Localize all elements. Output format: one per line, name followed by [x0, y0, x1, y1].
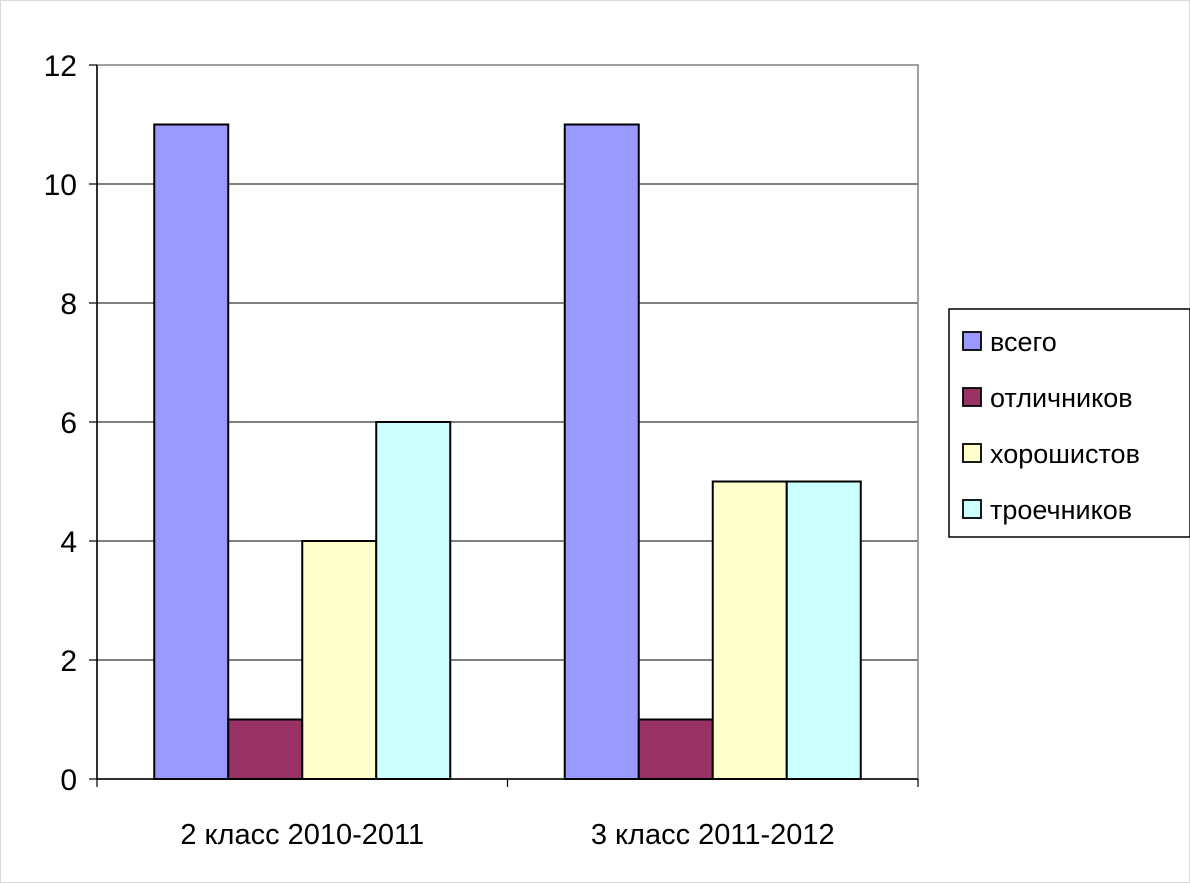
- bar: [153, 123, 230, 780]
- legend-box: [948, 308, 1190, 538]
- y-tick-label: 8: [60, 288, 77, 321]
- y-tick-label: 12: [44, 50, 77, 83]
- bars: [153, 123, 862, 780]
- legend-swatch: [962, 499, 982, 519]
- y-tick-label: 4: [60, 526, 77, 559]
- legend: всего отличников хорошистов троечников: [948, 308, 1190, 538]
- y-tick-label: 10: [44, 169, 77, 202]
- legend-label: троечников: [990, 495, 1132, 525]
- bar: [711, 480, 788, 780]
- y-axis-tick-labels: 0 2 4 6 8 10 12: [44, 50, 77, 797]
- bar: [785, 480, 862, 780]
- bar: [637, 718, 714, 780]
- x-axis-category-labels: 2 класс 2010-2011 3 класс 2011-2012: [180, 819, 834, 851]
- y-tick-label: 2: [60, 645, 77, 678]
- bar: [227, 718, 304, 780]
- bar: [563, 123, 640, 780]
- bar: [375, 421, 452, 780]
- y-tick-label: 0: [60, 764, 77, 797]
- legend-swatch: [962, 387, 982, 407]
- x-category-label: 3 класс 2011-2012: [591, 819, 835, 851]
- legend-label: всего: [990, 327, 1057, 357]
- y-tick-label: 6: [60, 407, 77, 440]
- bar: [301, 540, 378, 780]
- legend-swatch: [962, 331, 982, 351]
- x-category-label: 2 класс 2010-2011: [180, 819, 424, 851]
- legend-swatch: [962, 443, 982, 463]
- axes: [89, 64, 919, 787]
- legend-label: хорошистов: [990, 439, 1140, 469]
- legend-label: отличников: [990, 383, 1133, 413]
